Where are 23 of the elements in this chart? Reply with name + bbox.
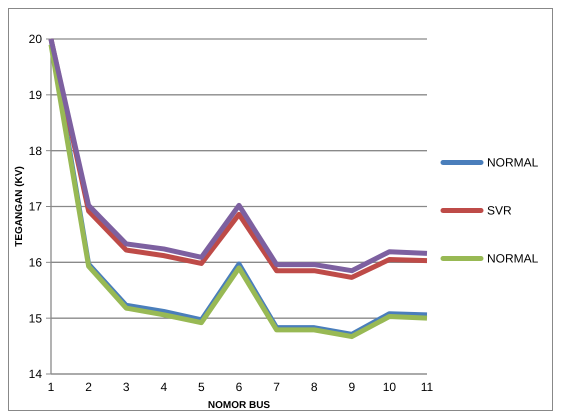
y-tick-label: 17 (28, 200, 42, 214)
legend-label: NORMAL (487, 156, 539, 170)
x-tick-label: 6 (236, 380, 243, 394)
x-tick-label: 10 (382, 380, 396, 394)
x-tick-label: 7 (273, 380, 280, 394)
y-tick-label: 14 (28, 367, 42, 382)
x-tick-label: 5 (198, 380, 206, 394)
legend-label: NORMAL (487, 252, 539, 266)
y-tick-label: 18 (28, 144, 42, 158)
x-tick-label: 3 (122, 380, 130, 394)
x-tick-label: 2 (85, 380, 92, 394)
y-tick-label: 20 (28, 32, 42, 46)
y-tick-label: 16 (28, 256, 42, 270)
x-tick-label: 9 (348, 380, 356, 394)
legend-label: SVR (487, 204, 512, 218)
x-axis-title: NOMOR BUS (208, 400, 270, 411)
x-tick-label: 4 (160, 380, 168, 394)
x-tick-label: 11 (420, 380, 434, 394)
y-tick-label: 19 (28, 88, 42, 102)
y-tick-label: 15 (28, 311, 42, 326)
x-tick-label: 8 (310, 380, 318, 394)
y-axis-title: TEGANGAN (KV) (14, 166, 25, 247)
x-tick-label: 1 (48, 380, 55, 394)
